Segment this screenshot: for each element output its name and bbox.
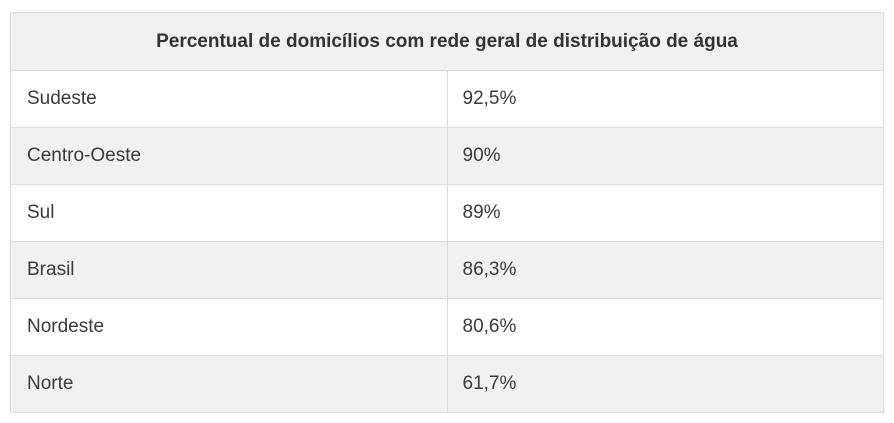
data-table-container: Percentual de domicílios com rede geral … xyxy=(10,12,884,413)
table-row: Norte 61,7% xyxy=(11,355,883,412)
table-row: Sul 89% xyxy=(11,184,883,242)
table-title: Percentual de domicílios com rede geral … xyxy=(11,13,883,71)
table-row: Nordeste 80,6% xyxy=(11,298,883,356)
value-cell: 90% xyxy=(447,127,883,185)
table-row: Centro-Oeste 90% xyxy=(11,127,883,185)
region-cell: Sul xyxy=(11,184,448,242)
value-cell: 86,3% xyxy=(447,241,883,299)
value-cell: 61,7% xyxy=(447,355,883,412)
data-table: Percentual de domicílios com rede geral … xyxy=(11,13,883,412)
region-cell: Centro-Oeste xyxy=(11,127,448,185)
region-cell: Brasil xyxy=(11,241,448,299)
region-cell: Norte xyxy=(11,355,448,412)
region-cell: Sudeste xyxy=(11,70,448,128)
table-row: Brasil 86,3% xyxy=(11,241,883,299)
value-cell: 89% xyxy=(447,184,883,242)
table-header-row: Percentual de domicílios com rede geral … xyxy=(11,13,883,71)
value-cell: 92,5% xyxy=(447,70,883,128)
region-cell: Nordeste xyxy=(11,298,448,356)
table-row: Sudeste 92,5% xyxy=(11,70,883,128)
value-cell: 80,6% xyxy=(447,298,883,356)
